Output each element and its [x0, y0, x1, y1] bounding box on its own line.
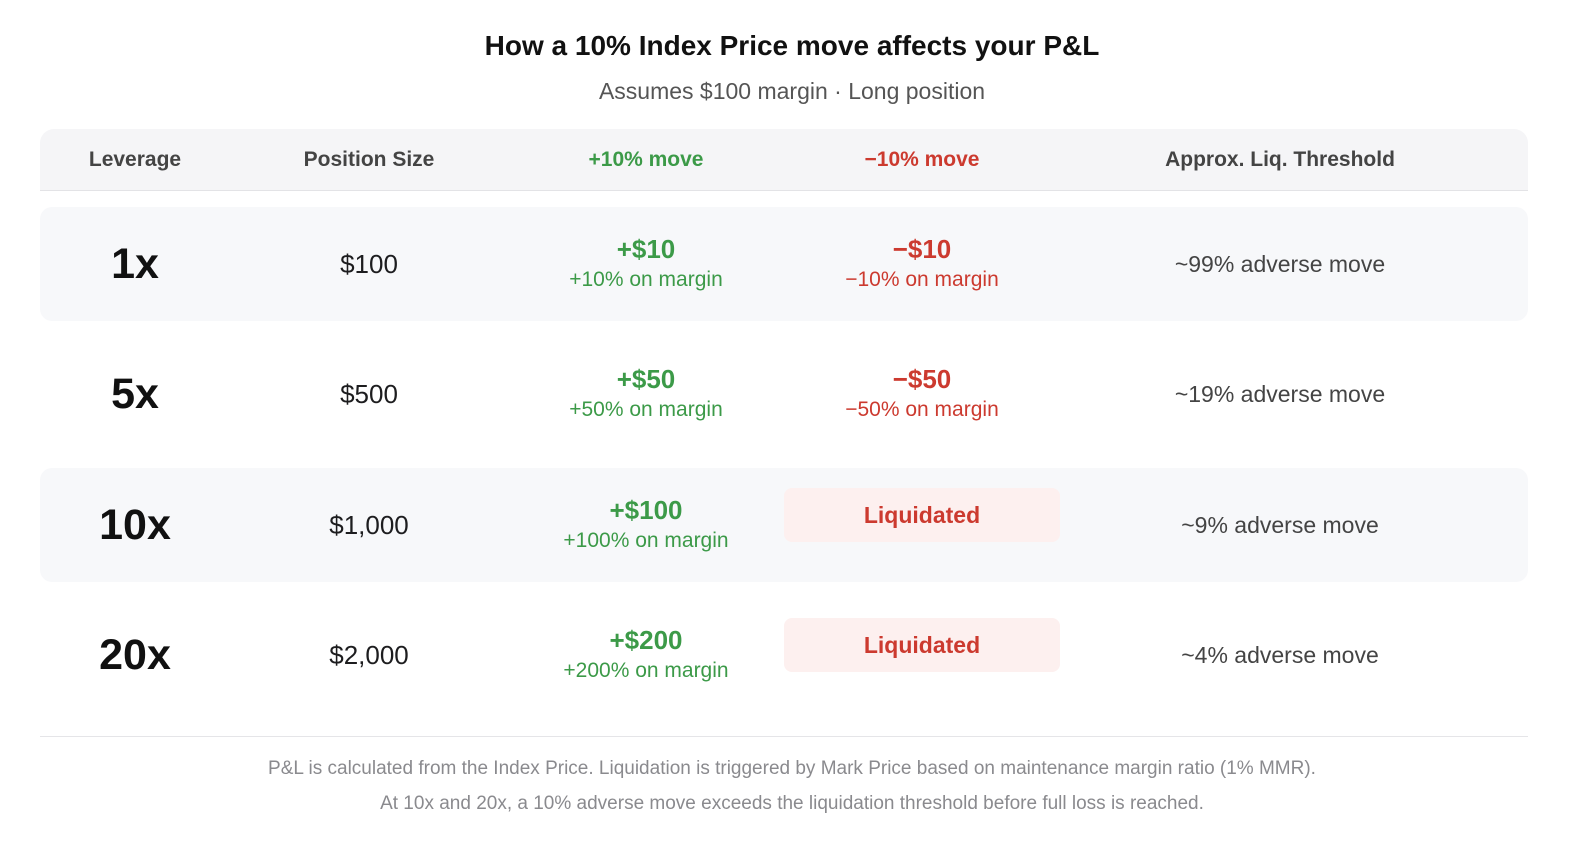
- column-header-position-size: Position Size: [303, 148, 435, 171]
- gain-amount: +$200: [609, 625, 683, 655]
- liquidated-badge: Liquidated: [784, 488, 1060, 542]
- loss-percent: −50% on margin: [845, 398, 999, 421]
- footnote-divider: [40, 736, 1528, 737]
- table-row: 5x $500 +$50 +50% on margin −$50 −50% on…: [40, 337, 1528, 451]
- column-header-leverage: Leverage: [88, 148, 182, 171]
- liq-threshold-value: ~9% adverse move: [1181, 511, 1379, 538]
- leverage-value: 10x: [99, 500, 171, 549]
- loss-amount: −$10: [892, 234, 952, 264]
- position-size-value: $1,000: [329, 509, 409, 540]
- column-header-liq-threshold: Approx. Liq. Threshold: [1165, 148, 1395, 171]
- table-row: 1x $100 +$10 +10% on margin −$10 −10% on…: [40, 207, 1528, 321]
- leverage-value: 20x: [99, 630, 171, 679]
- gain-percent: +10% on margin: [569, 268, 723, 291]
- position-size-value: $2,000: [329, 639, 409, 670]
- gain-percent: +50% on margin: [569, 398, 723, 421]
- gain-amount: +$50: [616, 364, 676, 394]
- gain-amount: +$100: [609, 495, 683, 525]
- gain-percent: +200% on margin: [563, 659, 729, 682]
- position-size-value: $500: [340, 378, 398, 409]
- gain-percent: +100% on margin: [563, 529, 729, 552]
- column-header-plus-move: +10% move: [588, 148, 704, 171]
- liq-threshold-value: ~19% adverse move: [1174, 380, 1386, 407]
- loss-percent: −10% on margin: [845, 268, 999, 291]
- liquidated-badge: Liquidated: [784, 618, 1060, 672]
- gain-amount: +$10: [616, 234, 676, 264]
- page-subtitle: Assumes $100 margin · Long position: [598, 78, 986, 104]
- table-row: 20x $2,000 +$200 +200% on margin Liquida…: [40, 598, 1528, 712]
- footnote-line-1: P&L is calculated from the Index Price. …: [268, 758, 1316, 779]
- position-size-value: $100: [340, 248, 398, 279]
- loss-amount: −$50: [892, 364, 952, 394]
- column-header-minus-move: −10% move: [864, 148, 980, 171]
- table-row: 10x $1,000 +$100 +100% on margin Liquida…: [40, 468, 1528, 582]
- footnote-line-2: At 10x and 20x, a 10% adverse move excee…: [380, 793, 1204, 814]
- table-header: Leverage Position Size +10% move −10% mo…: [40, 129, 1528, 191]
- liq-threshold-value: ~99% adverse move: [1174, 250, 1386, 277]
- leverage-value: 5x: [111, 369, 159, 418]
- page-title: How a 10% Index Price move affects your …: [484, 30, 1100, 61]
- leverage-value: 1x: [111, 239, 159, 288]
- liq-threshold-value: ~4% adverse move: [1181, 641, 1379, 668]
